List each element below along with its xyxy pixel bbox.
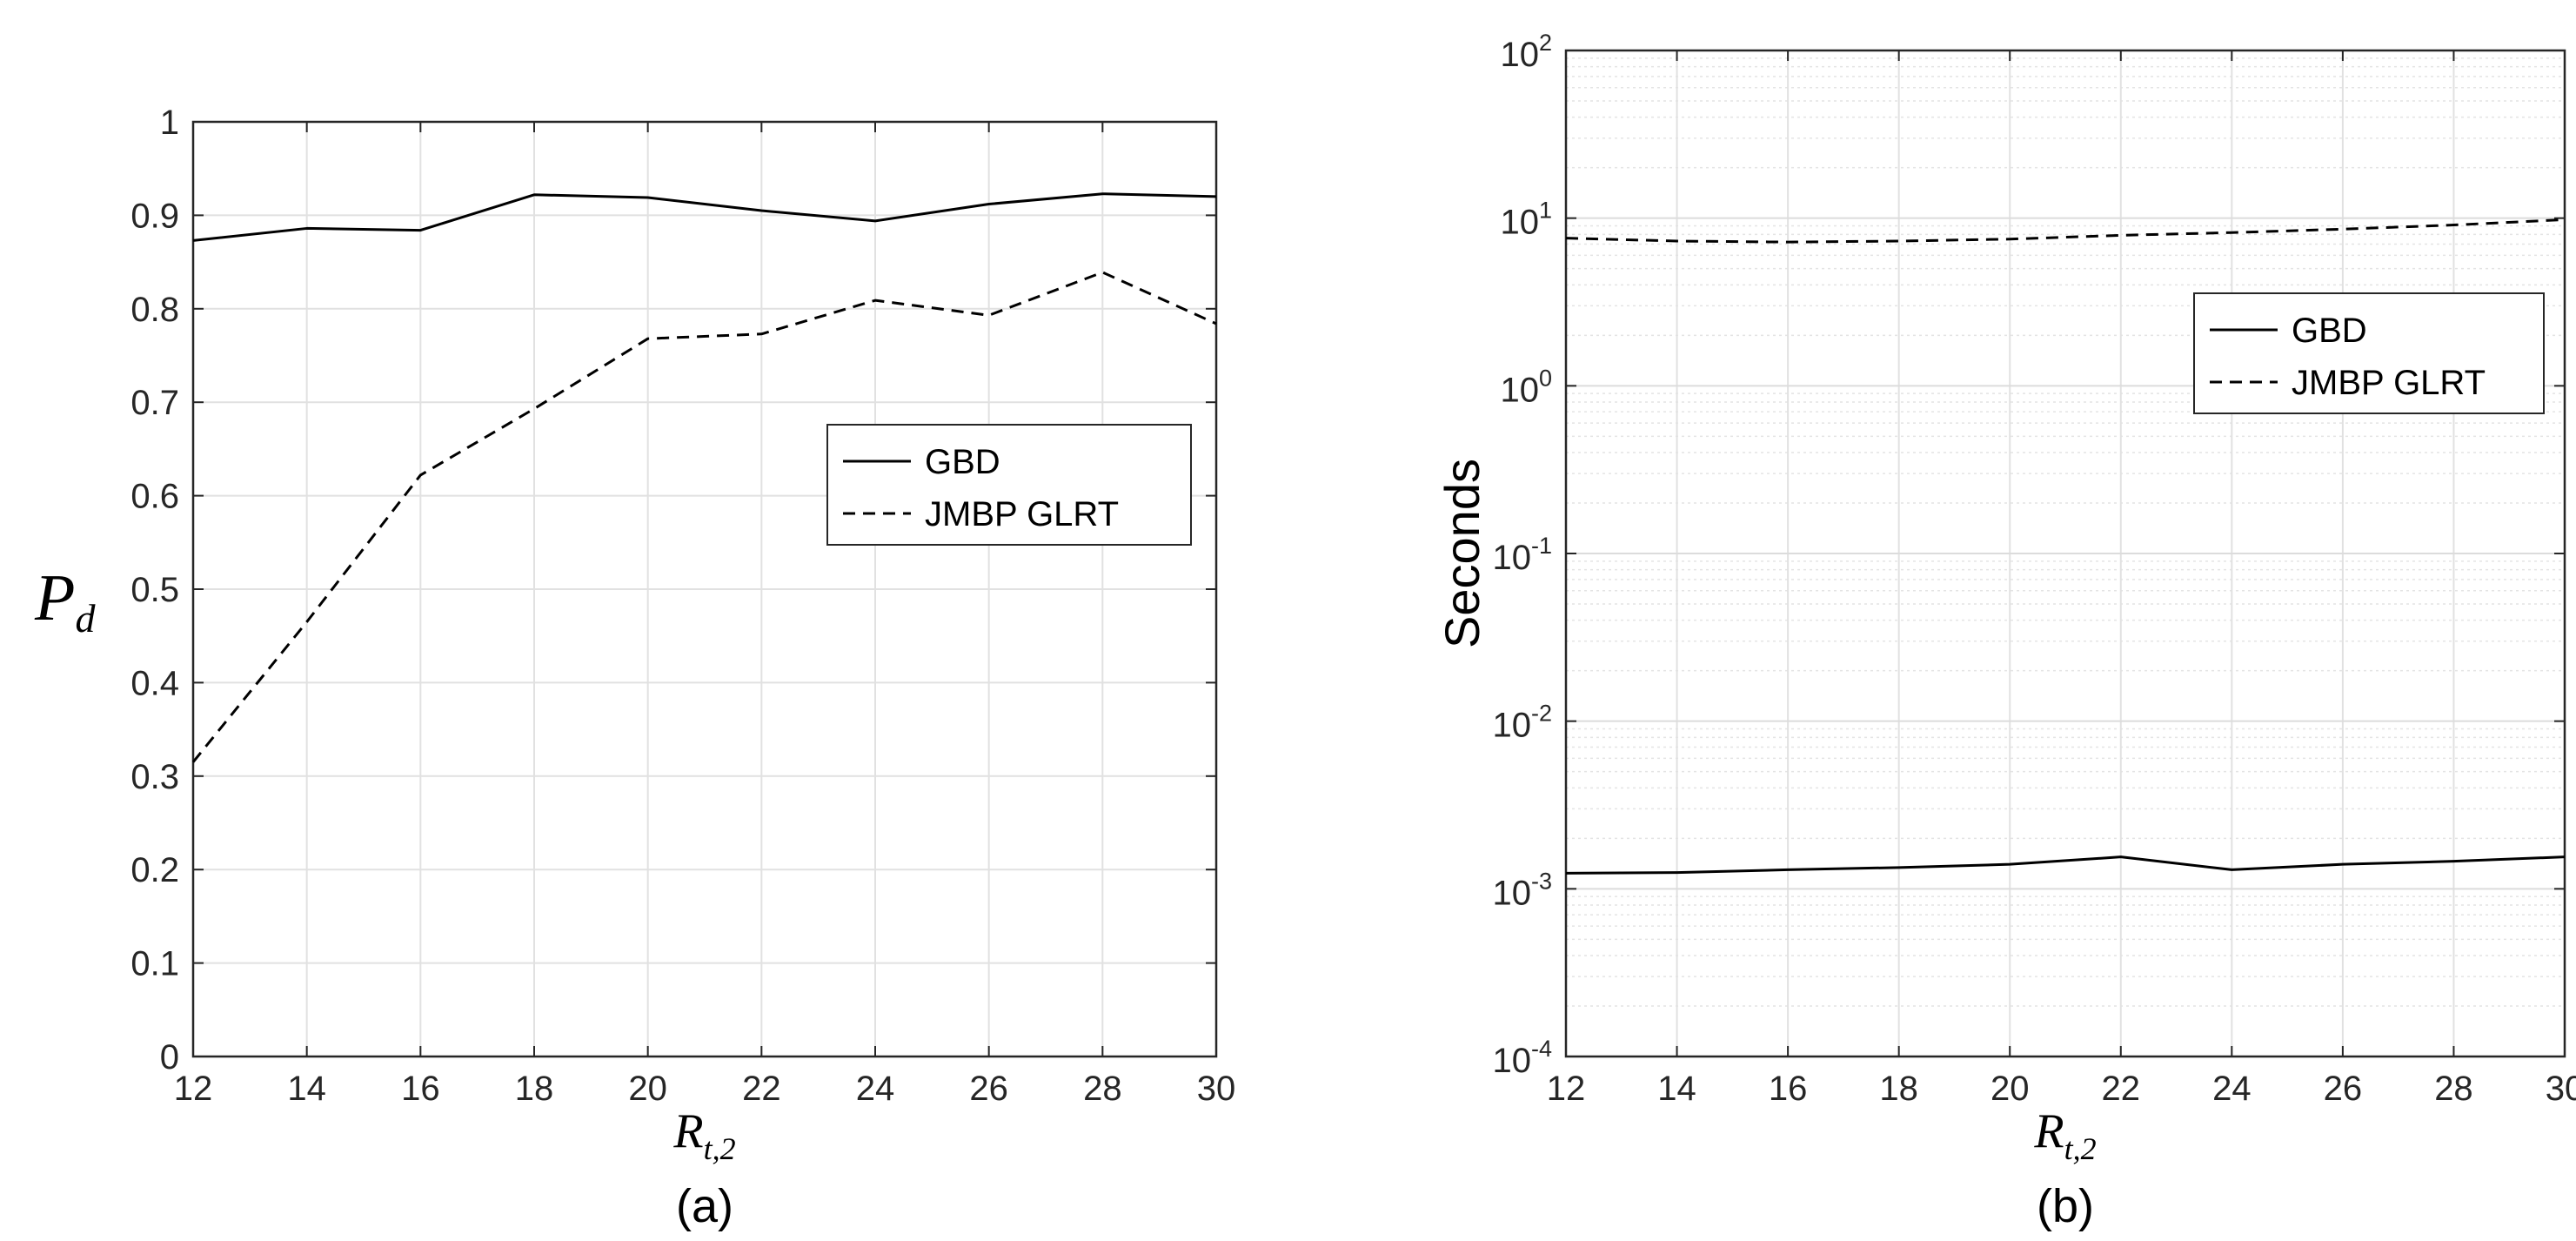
legend-box — [826, 424, 1192, 546]
y-tick-label: 0.9 — [130, 197, 179, 235]
y-tick-label: 0.6 — [130, 478, 179, 516]
series-line-jmbp-glrt — [191, 271, 1217, 763]
x-tick-label: 12 — [1547, 1070, 1586, 1108]
x-tick-label: 22 — [2102, 1070, 2141, 1108]
y-tick-label: 0.2 — [130, 851, 179, 889]
y-tick-label: 101 — [1500, 198, 1552, 242]
legend-label: JMBP GLRT — [925, 495, 1119, 533]
x-tick-label: 20 — [1991, 1070, 2030, 1108]
chart-a: 12 14 16 18 20 22 24 26 28 30 0 0.1 0.2 0.3 0.4 0.5 0.6 0… — [34, 104, 1235, 1232]
x-tick-label: 30 — [2546, 1070, 2576, 1108]
x-axis-label-b-base: R — [2033, 1104, 2064, 1158]
x-tick-label: 18 — [515, 1070, 554, 1108]
y-tick-base: 10 — [1492, 707, 1531, 745]
x-tick-label: 14 — [1657, 1070, 1696, 1108]
y-tick-label: 100 — [1500, 365, 1552, 409]
y-tick-exponent: -1 — [1531, 533, 1552, 559]
legend-label: GBD — [2292, 312, 2367, 350]
legend-a: GBD JMBP GLRT — [826, 424, 1192, 546]
y-tick-base: 10 — [1492, 1042, 1531, 1080]
y-tick-label: 0.7 — [130, 384, 179, 422]
series-line-jmbp-glrt — [1565, 218, 2566, 244]
legend-b: GBD JMBP GLRT — [2193, 292, 2545, 414]
caption-a: (a) — [676, 1180, 733, 1232]
x-tick-label: 12 — [174, 1070, 213, 1108]
y-tick-base: 10 — [1492, 874, 1531, 912]
x-axis-label-b-subscript: t,2 — [2064, 1131, 2097, 1166]
y-tick-label: 102 — [1500, 30, 1552, 74]
y-tick-label: 0.3 — [130, 758, 179, 796]
x-tick-label: 28 — [1083, 1070, 1122, 1108]
y-tick-label: 10-4 — [1492, 1036, 1552, 1080]
y-tick-exponent: -4 — [1531, 1036, 1552, 1062]
x-axis-label-a-base: R — [672, 1104, 703, 1158]
y-tick-label: 10-3 — [1492, 868, 1552, 912]
y-tick-exponent: 2 — [1539, 30, 1552, 56]
y-tick-base: 10 — [1500, 36, 1539, 74]
y-tick-label: 0.8 — [130, 291, 179, 329]
x-axis-label-b: Rt,2 — [2033, 1104, 2096, 1166]
x-axis-label-a-subscript: t,2 — [704, 1131, 736, 1166]
y-tick-exponent: -2 — [1531, 701, 1552, 727]
x-tick-label: 24 — [2212, 1070, 2251, 1108]
x-tick-label: 18 — [1879, 1070, 1918, 1108]
x-tick-label: 26 — [2324, 1070, 2363, 1108]
y-axis-label-b: Seconds — [1435, 459, 1489, 648]
y-tick-label: 0.4 — [130, 664, 179, 702]
y-axis-label-a-subscript: d — [75, 596, 96, 641]
caption-b: (b) — [2037, 1180, 2094, 1232]
y-tick-exponent: -3 — [1531, 868, 1552, 894]
y-tick-base: 10 — [1492, 539, 1531, 577]
x-tick-label: 16 — [401, 1070, 440, 1108]
y-tick-base: 10 — [1500, 371, 1539, 409]
legend-label: JMBP GLRT — [2292, 364, 2486, 402]
y-tick-exponent: 1 — [1539, 198, 1552, 224]
x-tick-label: 22 — [742, 1070, 781, 1108]
y-tick-label: 0.5 — [130, 571, 179, 609]
x-tick-label: 30 — [1197, 1070, 1236, 1108]
y-tick-label: 10-1 — [1492, 533, 1552, 577]
x-tick-label: 16 — [1769, 1070, 1808, 1108]
legend-box — [2193, 292, 2545, 414]
y-tick-label: 0.1 — [130, 945, 179, 983]
series-line-gbd — [192, 192, 1217, 242]
series-line-gbd — [1565, 855, 2566, 875]
chart-b: 12 14 16 18 20 22 24 26 28 3010-410-310-210-11001… — [1435, 30, 2576, 1232]
y-tick-label: 1 — [160, 104, 179, 142]
legend-label: GBD — [925, 443, 1000, 481]
x-tick-label: 20 — [628, 1070, 667, 1108]
y-axis-label-a-base: P — [34, 561, 75, 634]
x-tick-label: 26 — [969, 1070, 1008, 1108]
x-tick-label: 24 — [856, 1070, 895, 1108]
x-tick-label: 14 — [287, 1070, 326, 1108]
y-tick-base: 10 — [1500, 204, 1539, 242]
x-axis-label-a: Rt,2 — [672, 1104, 735, 1166]
y-tick-exponent: 0 — [1539, 365, 1552, 391]
y-axis-label-a: Pd — [34, 561, 96, 641]
y-tick-label: 0 — [160, 1038, 179, 1077]
y-tick-label: 10-2 — [1492, 701, 1552, 745]
x-tick-label: 28 — [2434, 1070, 2473, 1108]
